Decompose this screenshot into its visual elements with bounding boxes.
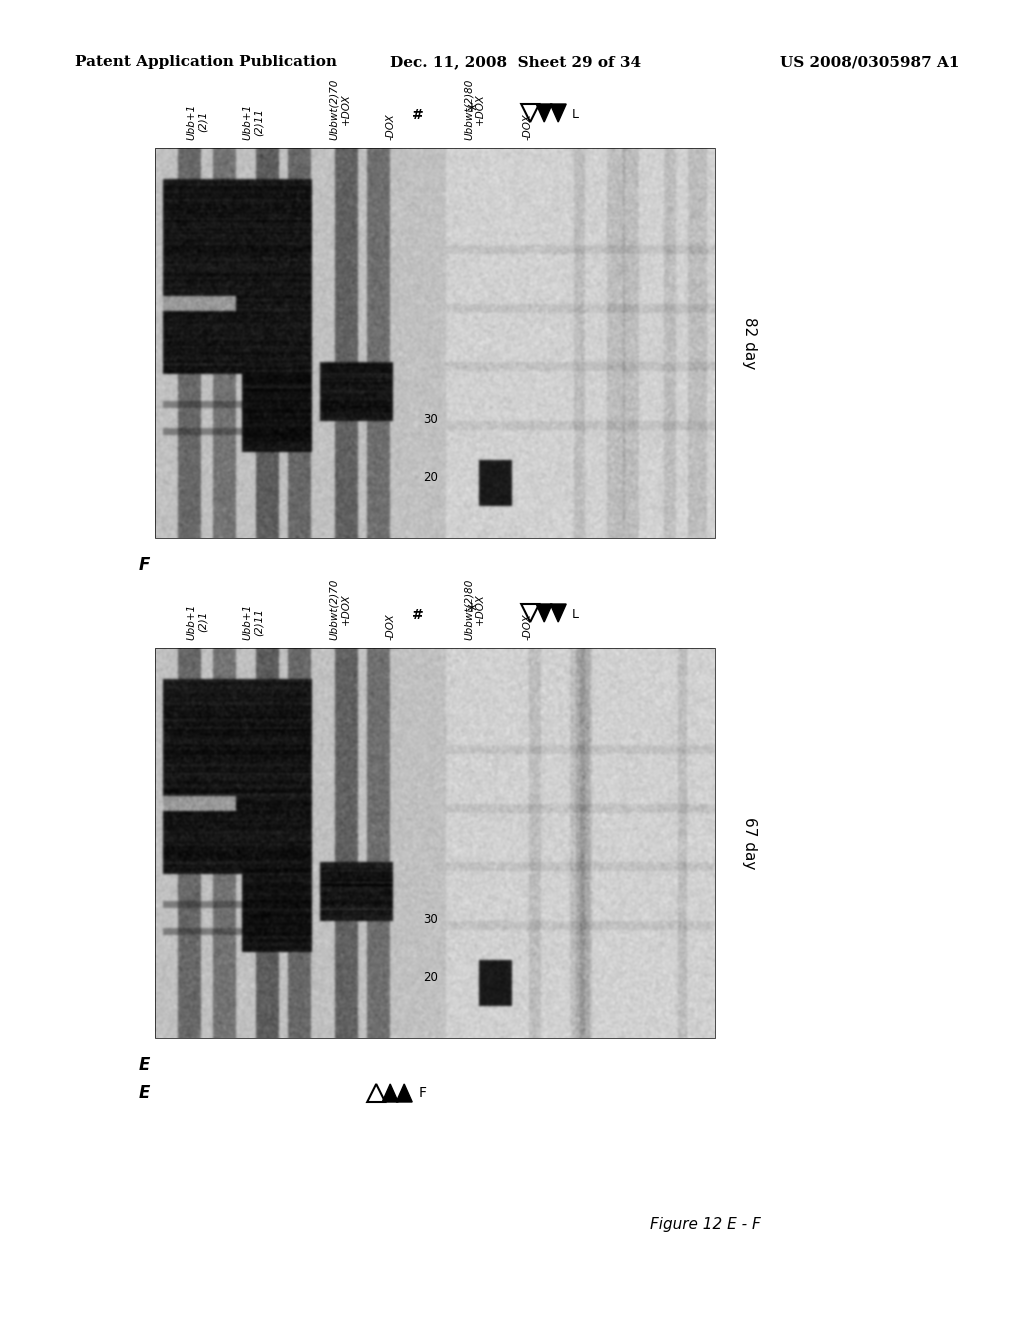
- Text: *: *: [467, 102, 476, 120]
- Text: 82 day: 82 day: [742, 317, 758, 370]
- Text: -DOX: -DOX: [522, 614, 532, 640]
- Text: L: L: [572, 108, 580, 121]
- Text: F: F: [138, 556, 150, 574]
- Bar: [155, 148, 715, 539]
- Text: Ubbwt(2)70
+DOX: Ubbwt(2)70 +DOX: [329, 79, 350, 140]
- Bar: [155, 648, 715, 1038]
- Text: #: #: [413, 108, 424, 121]
- Text: Ubb+1
(2)1: Ubb+1 (2)1: [186, 104, 208, 140]
- Text: L: L: [572, 609, 580, 622]
- Text: #: #: [413, 609, 424, 622]
- Text: Ubbwt(2)80
+DOX: Ubbwt(2)80 +DOX: [464, 79, 485, 140]
- Text: Ubbwt(2)80
+DOX: Ubbwt(2)80 +DOX: [464, 578, 485, 640]
- Polygon shape: [550, 104, 566, 121]
- Text: Dec. 11, 2008  Sheet 29 of 34: Dec. 11, 2008 Sheet 29 of 34: [390, 55, 641, 69]
- Text: Ubb+1
(2)11: Ubb+1 (2)11: [243, 603, 264, 640]
- Polygon shape: [550, 605, 566, 622]
- Text: -DOX: -DOX: [522, 114, 532, 140]
- Polygon shape: [537, 104, 552, 121]
- Text: Figure 12 E - F: Figure 12 E - F: [650, 1217, 761, 1233]
- Text: US 2008/0305987 A1: US 2008/0305987 A1: [780, 55, 959, 69]
- Text: Ubb+1
(2)1: Ubb+1 (2)1: [186, 603, 208, 640]
- Text: -DOX: -DOX: [385, 614, 395, 640]
- Polygon shape: [396, 1084, 413, 1102]
- Text: 20: 20: [424, 471, 438, 484]
- Text: 67 day: 67 day: [742, 817, 758, 869]
- Text: F: F: [418, 1086, 426, 1100]
- Text: E: E: [138, 1056, 150, 1074]
- Text: 20: 20: [424, 972, 438, 983]
- Text: -DOX: -DOX: [385, 114, 395, 140]
- Text: 30: 30: [424, 912, 438, 925]
- Text: 30: 30: [424, 413, 438, 425]
- Text: Ubb+1
(2)11: Ubb+1 (2)11: [243, 104, 264, 140]
- Text: Patent Application Publication: Patent Application Publication: [75, 55, 337, 69]
- Polygon shape: [537, 605, 552, 622]
- Polygon shape: [382, 1084, 398, 1102]
- Text: E: E: [138, 1084, 150, 1102]
- Text: *: *: [467, 602, 476, 620]
- Text: Ubbwt(2)70
+DOX: Ubbwt(2)70 +DOX: [329, 578, 350, 640]
